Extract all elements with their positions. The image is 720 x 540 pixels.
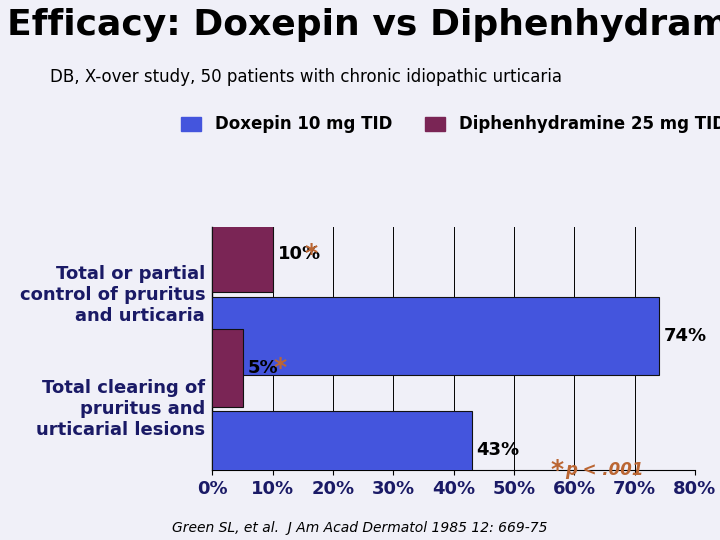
Text: DB, X-over study, 50 patients with chronic idiopathic urticaria: DB, X-over study, 50 patients with chron… [50,68,562,85]
Text: *: * [274,356,287,380]
Text: *: * [550,458,563,482]
Bar [212,214,273,292]
Text: 74%: 74% [663,327,706,345]
Text: Total clearing of
pruritus and
urticarial lesions: Total clearing of pruritus and urticaria… [36,379,205,439]
Text: *: * [304,241,318,266]
Text: p < .001: p < .001 [565,461,644,479]
Text: 43%: 43% [477,441,520,460]
Bar [212,329,243,407]
Text: 10%: 10% [277,245,320,262]
Bar [212,411,472,489]
Bar [212,297,659,375]
Legend: Doxepin 10 mg TID, Diphenhydramine 25 mg TID: Doxepin 10 mg TID, Diphenhydramine 25 mg… [175,109,720,140]
Text: Efficacy: Doxepin vs Diphenhydramine: Efficacy: Doxepin vs Diphenhydramine [7,8,720,42]
Text: Total or partial
control of pruritus
and urticaria: Total or partial control of pruritus and… [19,265,205,325]
Text: 5%: 5% [248,359,278,377]
Text: Green SL, et al.  J Am Acad Dermatol 1985 12: 669-75: Green SL, et al. J Am Acad Dermatol 1985… [172,521,548,535]
